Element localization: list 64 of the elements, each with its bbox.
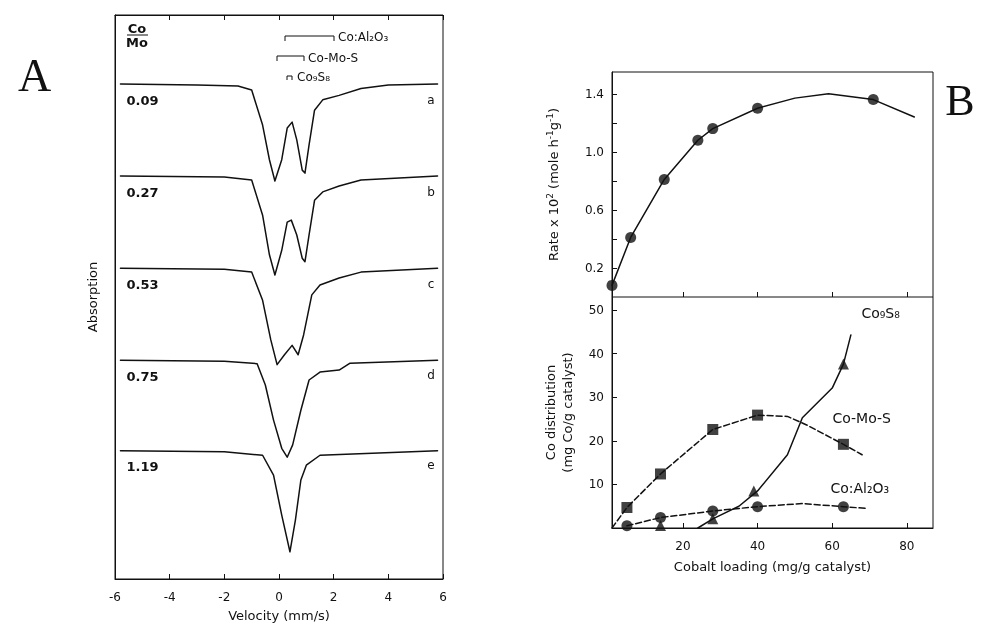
point xyxy=(621,502,633,514)
y-tick-label: 0.2 xyxy=(584,260,604,275)
x-tick-label: -4 xyxy=(163,590,176,604)
x-tick-label: 40 xyxy=(749,539,766,553)
point xyxy=(837,358,849,370)
series-label: Co-Mo-S xyxy=(832,410,892,427)
point xyxy=(752,409,764,421)
point xyxy=(692,134,704,146)
x-tick-label: 4 xyxy=(384,590,393,604)
annotation: a xyxy=(427,93,435,107)
point xyxy=(625,231,637,243)
series-label: 0.09 xyxy=(126,92,159,108)
point xyxy=(655,512,667,524)
annotation: e xyxy=(427,458,435,472)
series-label: 0.75 xyxy=(126,368,159,384)
x-tick-label: -2 xyxy=(218,590,231,604)
point xyxy=(707,505,719,517)
series-label: Co:Al₂O₃ xyxy=(830,479,890,496)
text: A xyxy=(18,49,52,101)
y-tick-label: 1.4 xyxy=(584,86,604,101)
y-tick-label: 1.0 xyxy=(584,144,604,159)
y-axis-title: Absorption xyxy=(85,261,100,333)
text: B xyxy=(945,75,975,125)
point xyxy=(655,468,667,480)
x-axis-title: Cobalt loading (mg/g catalyst) xyxy=(673,559,872,574)
text: Mo xyxy=(126,34,148,50)
text: Co₉S₈ xyxy=(861,305,901,322)
point xyxy=(707,123,719,135)
x-tick-label: 0 xyxy=(275,590,283,604)
x-axis-title: Velocity (mm/s) xyxy=(228,608,330,623)
y-axis-title: Rate x 102 (mole h-1g-1) xyxy=(544,107,561,262)
point xyxy=(752,102,764,114)
annotation: d xyxy=(427,368,435,382)
y-tick-label: 20 xyxy=(588,433,604,448)
x-tick-label: 60 xyxy=(824,539,840,553)
y-tick-label: 30 xyxy=(588,390,604,405)
text: Co:Al₂O₃ xyxy=(338,30,389,44)
x-tick-label: -6 xyxy=(109,590,121,604)
y-tick-label: 10 xyxy=(588,477,604,492)
point xyxy=(658,173,670,185)
annotation: c xyxy=(427,277,435,291)
y-tick-label: 40 xyxy=(588,346,604,361)
point xyxy=(837,501,849,513)
point xyxy=(606,279,618,291)
point xyxy=(748,485,760,497)
point xyxy=(707,424,719,435)
annotation: b xyxy=(427,185,435,199)
series-label: 0.53 xyxy=(126,276,159,292)
point xyxy=(867,94,879,106)
y-tick-label: 50 xyxy=(588,303,604,318)
y-axis-title: Co distribution (mg Co/g catalyst) xyxy=(543,352,575,473)
series-label: 1.19 xyxy=(126,459,159,475)
text: Co xyxy=(127,20,147,36)
annotation: Co₉S₈ xyxy=(297,70,331,84)
x-tick-label: 80 xyxy=(899,539,915,553)
point xyxy=(837,438,849,450)
series-label: 0.27 xyxy=(126,184,159,200)
x-tick-label: 20 xyxy=(675,539,691,553)
x-tick-label: 6 xyxy=(439,590,447,604)
point xyxy=(752,501,764,513)
y-tick-label: 0.6 xyxy=(584,202,604,217)
point xyxy=(621,520,633,532)
text: Co-Mo-S xyxy=(308,51,359,65)
x-tick-label: 2 xyxy=(329,590,338,604)
